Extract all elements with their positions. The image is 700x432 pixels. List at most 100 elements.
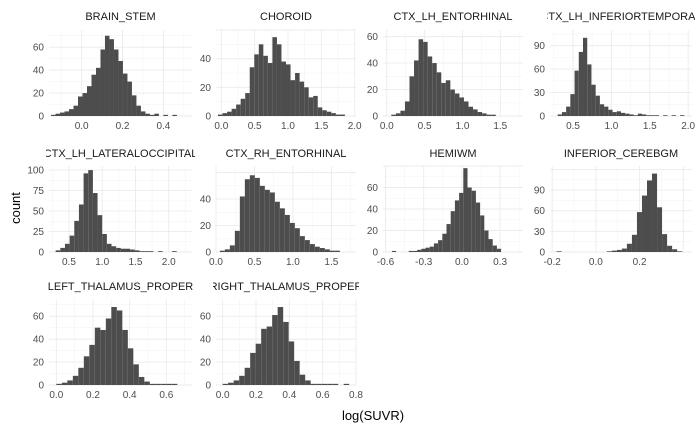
histogram-bar [324,249,330,252]
histogram-bar [122,73,128,116]
histogram-bar [612,112,617,116]
histogram-bars [55,170,177,252]
histogram-bar [340,114,345,116]
x-tick-label: 0.0 [216,390,230,401]
histogram-bar [486,114,492,116]
histogram-bar [149,114,155,116]
facet-strip-label: CTX_LH_INFERIORTEMPORAL [540,11,700,23]
histogram-bar [450,89,455,116]
histogram-bar [272,315,278,385]
histogram-bar [626,243,632,252]
histogram-bar [240,98,246,116]
histogram-bars [557,37,685,116]
histogram-bar [233,380,240,385]
x-tick-label: 0.0 [209,257,223,268]
histogram-bar [250,352,256,385]
histogram-bar [316,383,322,385]
x-tick-label: 1.5 [129,257,143,268]
histogram-bar [334,250,340,252]
x-tick-label: -0.6 [377,257,395,268]
histogram-bar [313,95,318,116]
histogram-bar [477,112,483,116]
facet-panel: CTX_LH_LATERALOCCIPITAL 0 25 50 75 100 0.5 1.0 1… [27,148,195,268]
histogram-bar [606,251,612,252]
histogram-bar [629,114,634,116]
y-tick-label: 0 [205,112,211,123]
histogram-bar [329,250,335,252]
facet-strip-label: CTX_RH_ENTORHINAL [226,148,347,160]
histogram-bar [308,97,314,116]
histogram-bar [111,246,117,252]
facet-strip-label: CTX_LH_ENTORHINAL [394,11,513,23]
histogram-bar [616,111,621,116]
y-tick-label: 30 [534,88,546,99]
histogram-bar [100,329,106,385]
facet-panels: BRAIN_STEM 0 20 40 60 0.0 0.2 0.4 CHOROID 0 20 40 0.… [27,11,700,401]
histogram-bar [637,113,643,116]
histogram-bar [219,250,225,252]
histogram-bar [259,185,265,252]
histogram-bar [134,250,140,252]
y-tick-label: 100 [27,166,44,177]
histogram-bar [92,193,98,252]
histogram-bar [667,245,673,252]
histogram-bar [492,245,497,252]
x-tick-label: 0.5 [418,121,432,132]
histogram-bar [650,115,655,116]
histogram-bar [657,207,663,252]
histogram-bar [113,49,119,116]
x-tick-label: 1.5 [314,121,328,132]
histogram-bar [654,115,659,116]
histogram-bar [450,211,455,252]
x-tick-label: 1.0 [286,257,300,268]
histogram-bar [224,249,230,252]
histogram-bars [219,175,340,252]
histogram-bar [288,341,295,385]
y-tick-label: 50 [33,207,45,218]
y-tick-label: 20 [367,85,379,96]
histogram-bar [294,228,300,252]
histogram-bar [78,204,84,252]
y-tick-label: 40 [367,205,379,216]
histogram-bar [160,383,167,385]
facet-strip-label: BRAIN_STEM [85,11,155,23]
histogram-bar [276,44,282,116]
histogram-bar [78,96,83,116]
y-tick-label: 20 [200,221,212,232]
y-tick-label: 60 [534,206,546,217]
histogram-bar [88,170,93,252]
histogram-bar [261,328,267,385]
facet-panel: CTX_LH_ENTORHINAL 0 20 40 60 0.0 0.5 1.0 1.5 [367,11,523,132]
histogram-bar [109,39,114,116]
histogram-bar [86,86,92,116]
histogram-bar [436,72,442,116]
histogram-bar [239,375,245,385]
x-tick-label: 0.6 [159,390,173,401]
histogram-bar [144,251,149,252]
histogram-bars [56,307,178,385]
histogram-bar [228,382,234,385]
histogram-bar [272,37,277,116]
histogram-bar [91,74,96,116]
histogram-bar [672,249,678,252]
facet-panel: LEFT_THALAMUS_PROPER 0 20 40 60 0.0 0.2 0.4 0.6 [33,281,193,401]
histogram-bar [482,113,487,116]
histogram-bar [663,115,668,116]
histogram-bar [326,111,332,116]
histogram-bar [140,111,146,116]
histogram-bar [395,113,401,116]
histogram-bar [118,60,123,116]
histogram-bar [130,249,135,252]
histogram-bar [266,326,273,385]
y-tick-label: 0 [38,248,44,259]
histogram-bar [322,110,327,116]
histogram-bar [570,94,575,116]
histogram-bar [587,64,592,116]
histogram-bar [105,318,112,385]
histogram-bar [263,55,268,116]
x-tick-label: 0.0 [589,257,603,268]
y-tick-label: 0 [205,248,211,259]
histogram-bar [467,187,472,252]
x-tick-label: 0.6 [316,390,330,401]
